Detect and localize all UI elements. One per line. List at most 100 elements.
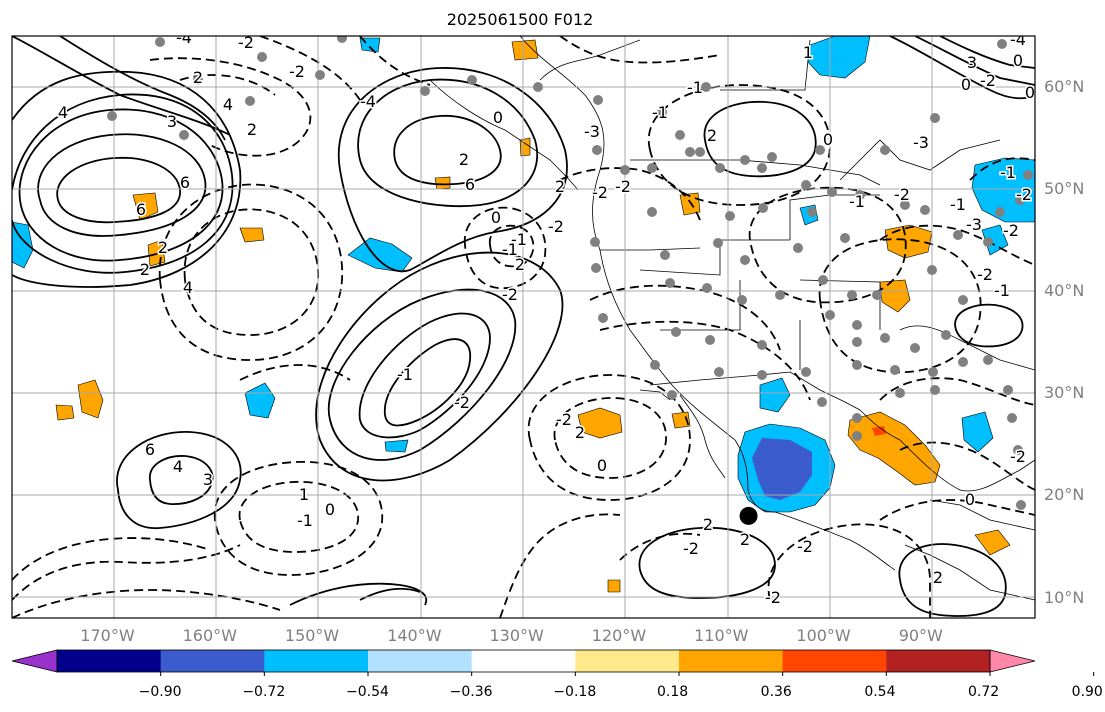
contour-label: -1	[511, 230, 527, 249]
contour-label: 2	[555, 177, 565, 196]
zero-contour	[12, 544, 241, 601]
colorbar-segment	[57, 650, 162, 672]
negative-contour	[559, 36, 721, 64]
contour-label: 6	[136, 200, 146, 219]
contour-label: -2	[1010, 447, 1026, 466]
negative-contour	[149, 57, 312, 157]
positive-contour	[327, 288, 517, 461]
contour-label: 4	[183, 278, 193, 297]
contour-label: 0	[493, 108, 503, 127]
colorbar-tick-label: 0.90	[1071, 684, 1103, 700]
contour-label: 0	[491, 208, 501, 227]
positive-anomaly-region	[239, 227, 265, 243]
positive-contour	[18, 108, 224, 262]
colorbar-tick-label: −0.18	[553, 684, 597, 700]
negative-anomaly-region	[961, 411, 994, 453]
contour-label: -2	[977, 265, 993, 284]
contour-label: 2	[933, 568, 943, 587]
contour-label: -2	[556, 410, 572, 429]
colorbar-segment	[782, 650, 887, 672]
map-frame	[11, 35, 1036, 619]
contour-label: 3	[967, 53, 977, 72]
colorbar-segment	[679, 650, 784, 672]
contour-label: -1	[849, 192, 865, 211]
negative-contour	[553, 397, 667, 479]
positive-anomaly-region	[132, 192, 159, 221]
positive-contour	[393, 115, 502, 186]
lon-tick-label: 120°W	[591, 626, 647, 645]
negative-contour	[818, 238, 982, 374]
station-dots	[107, 36, 1033, 510]
positive-anomaly-region	[847, 411, 941, 486]
positive-anomaly-region	[607, 579, 621, 593]
contour-label: 2	[515, 255, 525, 274]
colorbar-segment	[471, 650, 576, 672]
contour-label: 0	[325, 500, 335, 519]
negative-contour	[767, 523, 931, 618]
negative-contour	[879, 224, 1035, 266]
location-marker	[739, 506, 758, 525]
negative-anomaly-region	[347, 237, 413, 273]
colorbar-tick-label: −0.72	[242, 684, 286, 700]
contour-label: 1	[803, 43, 813, 62]
colorbar-tick-label: −0.54	[346, 684, 389, 700]
negative-contour	[879, 377, 1035, 406]
contour-label: -1	[950, 195, 966, 214]
lon-tick-label: 170°W	[80, 626, 135, 645]
positive-contour	[289, 582, 428, 606]
colorbar-tick-label: −0.36	[449, 684, 493, 700]
contour-label: 0	[597, 456, 607, 475]
negative-contour	[969, 157, 1035, 181]
positive-contour	[954, 303, 1024, 348]
negative-contour	[748, 186, 907, 304]
shaded-anomaly-regions	[12, 36, 1035, 593]
lat-tick-label: 60°N	[1044, 77, 1085, 97]
contour-label: 2	[459, 150, 469, 169]
contour-label: -1	[652, 103, 668, 122]
contour-label: -3	[584, 122, 600, 141]
contour-label: 1	[299, 485, 309, 504]
colorbar-segment	[886, 650, 991, 672]
lon-tick-label: 140°W	[387, 626, 442, 645]
contour-label: 0	[1013, 51, 1023, 70]
contour-label: -4	[176, 28, 192, 47]
colorbar-segment	[160, 650, 265, 672]
positive-contour	[898, 543, 1007, 617]
positive-contour	[56, 156, 181, 224]
contour-label: 4	[58, 103, 68, 122]
contour-label: 0	[965, 490, 975, 509]
contour-label: 2	[707, 126, 717, 145]
negative-contour	[183, 208, 319, 336]
contour-label: -1	[994, 281, 1010, 300]
negative-contour	[12, 589, 281, 618]
lon-tick-label: 90°W	[898, 626, 943, 645]
contour-label: -2	[1003, 221, 1019, 240]
contour-label: 6	[465, 175, 475, 194]
contour-label: -2	[980, 71, 996, 90]
negative-contour	[238, 481, 359, 553]
negative-contour	[12, 537, 211, 581]
positive-contour	[59, 36, 226, 141]
positive-contour	[914, 36, 1035, 86]
positive-anomaly-region	[974, 529, 1011, 556]
negative-contour	[589, 284, 781, 351]
contour-label: 2	[740, 530, 750, 549]
strong-negative-anomaly-region	[752, 438, 812, 500]
lon-tick-label: 150°W	[284, 626, 340, 645]
contour-label: -2	[894, 185, 910, 204]
negative-contour	[647, 84, 831, 206]
lon-tick-label: 100°W	[796, 626, 851, 645]
negative-contour	[239, 364, 351, 381]
contour-label: -1	[502, 240, 518, 259]
positive-contour	[12, 70, 242, 288]
contour-label: -2	[289, 62, 305, 81]
negative-anomaly-region	[807, 36, 871, 79]
contour-label: 4	[173, 457, 183, 476]
contour-label: 3	[167, 112, 177, 131]
positive-anomaly-region	[671, 411, 691, 429]
colorbar-tick-label: 0.54	[864, 684, 896, 700]
contour-label: 0	[1025, 83, 1035, 102]
positive-anomaly-region	[884, 224, 933, 259]
